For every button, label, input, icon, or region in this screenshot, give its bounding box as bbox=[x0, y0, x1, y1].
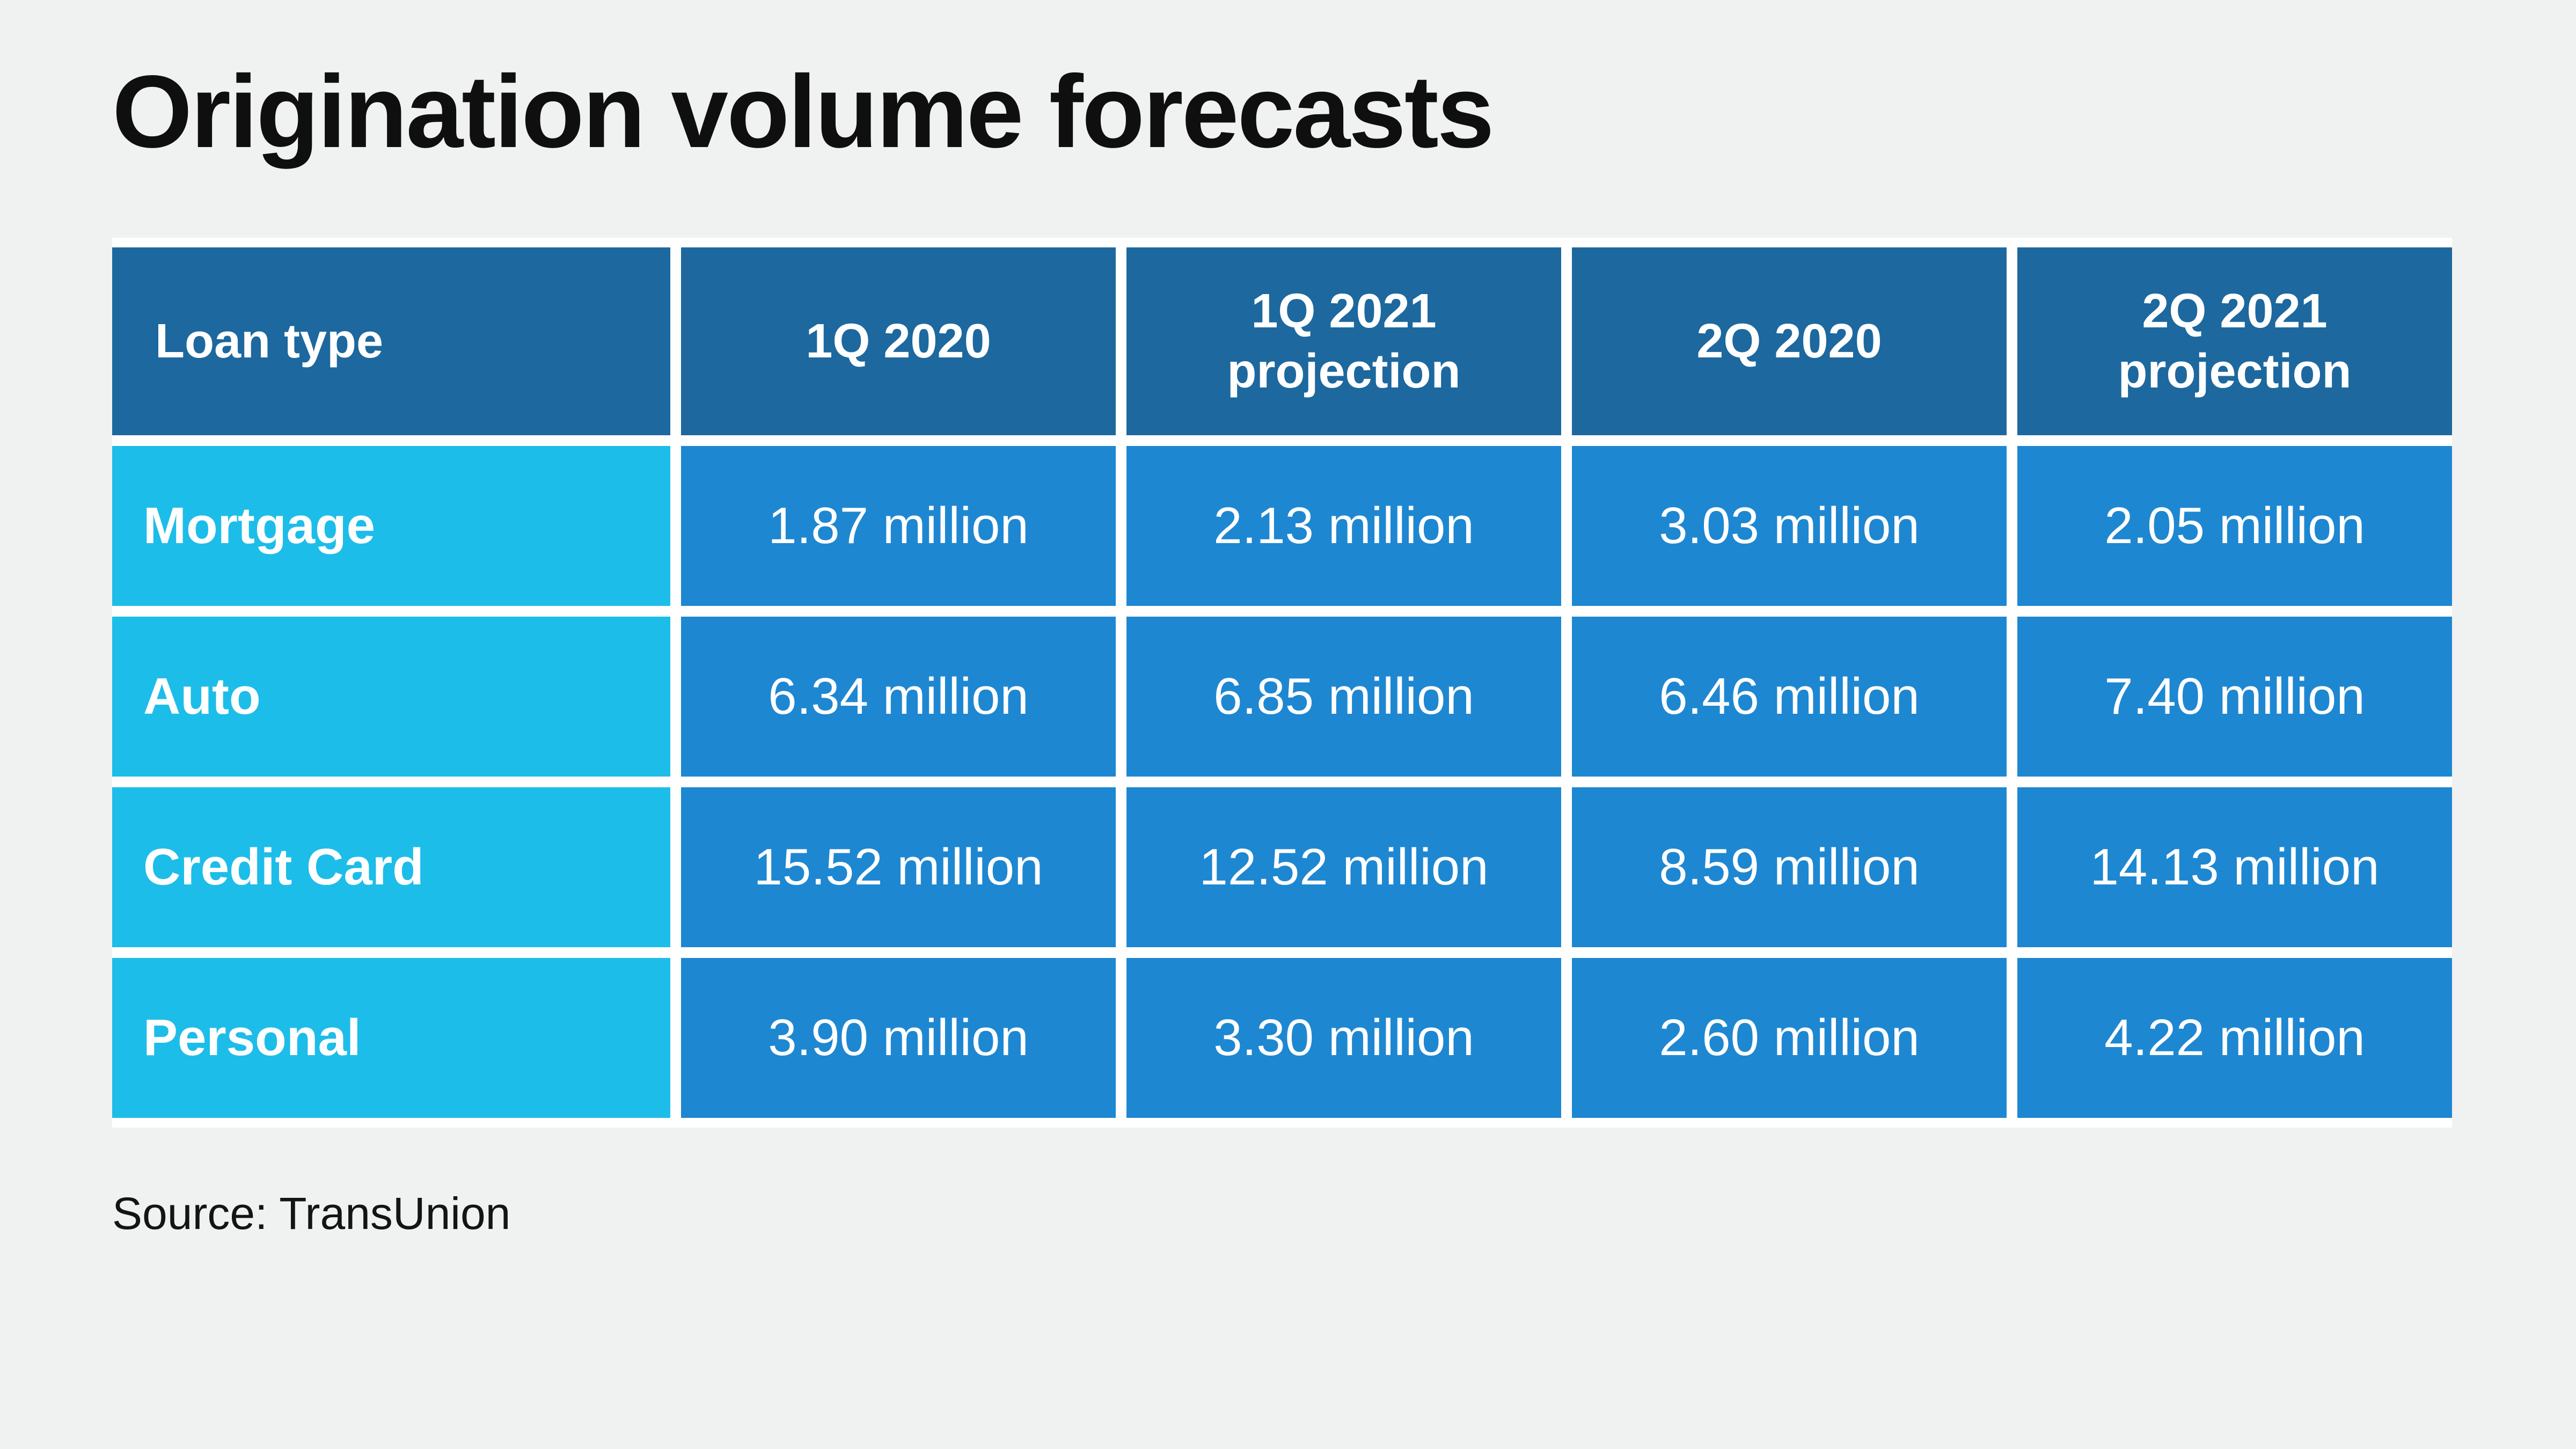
column-header-2q-2020: 2Q 2020 bbox=[1572, 247, 2007, 435]
column-header-label: 2Q 2020 bbox=[1696, 314, 1882, 368]
table-cell-credit-card-2q2021: 14.13 million bbox=[2017, 787, 2452, 947]
table-cell-auto-1q2021: 6.85 million bbox=[1126, 617, 1561, 777]
column-header-label: Loan type bbox=[155, 314, 384, 368]
column-header-loan-type: Loan type bbox=[112, 247, 670, 435]
column-header-label: 1Q 2021 projection bbox=[1227, 284, 1461, 399]
table-cell-auto-1q2020: 6.34 million bbox=[681, 617, 1116, 777]
table-cell-personal-1q2021: 3.30 million bbox=[1126, 958, 1561, 1118]
table-cell-personal-2q2020: 2.60 million bbox=[1572, 958, 2007, 1118]
forecast-table: Loan type 1Q 2020 1Q 2021 projection 2Q … bbox=[112, 238, 2452, 1128]
row-label-personal: Personal bbox=[112, 958, 670, 1118]
source-note: Source: TransUnion bbox=[112, 1188, 511, 1239]
table-cell-auto-2q2021: 7.40 million bbox=[2017, 617, 2452, 777]
column-header-label: 2Q 2021 projection bbox=[2118, 284, 2352, 399]
table-cell-personal-2q2021: 4.22 million bbox=[2017, 958, 2452, 1118]
column-header-label: 1Q 2020 bbox=[806, 314, 991, 368]
column-header-1q-2020: 1Q 2020 bbox=[681, 247, 1116, 435]
table-cell-auto-2q2020: 6.46 million bbox=[1572, 617, 2007, 777]
infographic: Origination volume forecasts Loan type 1… bbox=[112, 0, 2453, 1240]
page-title: Origination volume forecasts bbox=[112, 54, 1495, 169]
table-cell-credit-card-2q2020: 8.59 million bbox=[1572, 787, 2007, 947]
table-cell-credit-card-1q2021: 12.52 million bbox=[1126, 787, 1561, 947]
table-cell-credit-card-1q2020: 15.52 million bbox=[681, 787, 1116, 947]
table-cell-mortgage-2q2020: 3.03 million bbox=[1572, 446, 2007, 606]
table-cell-mortgage-2q2021: 2.05 million bbox=[2017, 446, 2452, 606]
table-cell-mortgage-1q2021: 2.13 million bbox=[1126, 446, 1561, 606]
table-cell-personal-1q2020: 3.90 million bbox=[681, 958, 1116, 1118]
row-label-mortgage: Mortgage bbox=[112, 446, 670, 606]
row-label-credit-card: Credit Card bbox=[112, 787, 670, 947]
column-header-1q-2021-projection: 1Q 2021 projection bbox=[1126, 247, 1561, 435]
column-header-2q-2021-projection: 2Q 2021 projection bbox=[2017, 247, 2452, 435]
table-cell-mortgage-1q2020: 1.87 million bbox=[681, 446, 1116, 606]
row-label-auto: Auto bbox=[112, 617, 670, 777]
